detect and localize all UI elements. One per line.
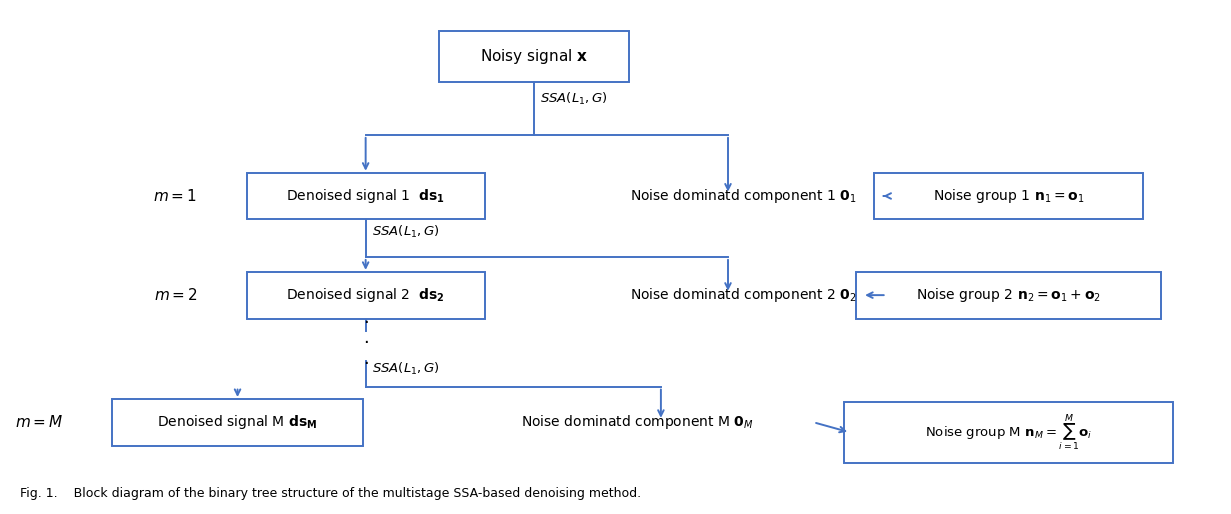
Text: Noise group 2 $\mathbf{n}_2 = \mathbf{o}_1+\mathbf{o}_2$: Noise group 2 $\mathbf{n}_2 = \mathbf{o}… xyxy=(916,286,1101,304)
Text: Noise group 1 $\mathbf{n}_1 = \mathbf{o}_1$: Noise group 1 $\mathbf{n}_1 = \mathbf{o}… xyxy=(933,187,1085,205)
Text: Noise group M $\mathbf{n}_M = \sum_{i=1}^{M}\mathbf{o}_i$: Noise group M $\mathbf{n}_M = \sum_{i=1}… xyxy=(924,412,1092,453)
Text: $m=2$: $m=2$ xyxy=(154,287,197,303)
FancyBboxPatch shape xyxy=(844,402,1173,463)
Text: $m=M$: $m=M$ xyxy=(15,414,63,430)
Text: Denoised signal M $\mathbf{ds}_\mathbf{M}$: Denoised signal M $\mathbf{ds}_\mathbf{M… xyxy=(158,413,318,431)
FancyBboxPatch shape xyxy=(246,272,485,319)
Text: Denoised signal 2  $\mathbf{ds_2}$: Denoised signal 2 $\mathbf{ds_2}$ xyxy=(287,286,444,304)
Text: $m=1$: $m=1$ xyxy=(154,188,197,204)
Text: Noise dominatd component M $\mathbf{0}_M$: Noise dominatd component M $\mathbf{0}_M… xyxy=(521,413,753,431)
Text: Noise dominatd component 1 $\mathbf{0}_1$: Noise dominatd component 1 $\mathbf{0}_1… xyxy=(630,187,857,205)
Text: ·
·
·: · · · xyxy=(363,314,368,373)
FancyBboxPatch shape xyxy=(856,272,1161,319)
Text: Fig. 1.    Block diagram of the binary tree structure of the multistage SSA-base: Fig. 1. Block diagram of the binary tree… xyxy=(21,487,641,500)
Text: $SSA(L_1, G)$: $SSA(L_1, G)$ xyxy=(372,224,439,240)
Text: Noise dominatd component 2 $\mathbf{0}_2$: Noise dominatd component 2 $\mathbf{0}_2… xyxy=(630,286,857,304)
FancyBboxPatch shape xyxy=(246,173,485,219)
FancyBboxPatch shape xyxy=(874,173,1142,219)
Text: Noisy signal $\mathbf{x}$: Noisy signal $\mathbf{x}$ xyxy=(480,47,588,66)
FancyBboxPatch shape xyxy=(439,31,629,82)
Text: $SSA(L_1, G)$: $SSA(L_1, G)$ xyxy=(372,361,439,377)
FancyBboxPatch shape xyxy=(112,399,363,446)
Text: $SSA(L_1, G)$: $SSA(L_1, G)$ xyxy=(540,91,608,107)
Text: Denoised signal 1  $\mathbf{ds_1}$: Denoised signal 1 $\mathbf{ds_1}$ xyxy=(286,187,446,205)
